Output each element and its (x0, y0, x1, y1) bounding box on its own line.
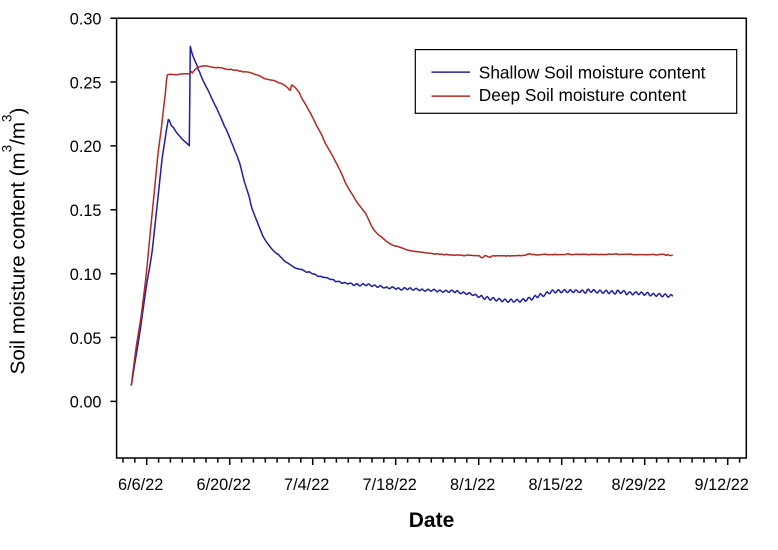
svg-text:Shallow Soil moisture content: Shallow Soil moisture content (479, 62, 706, 82)
svg-text:0.00: 0.00 (70, 394, 102, 412)
svg-text:8/15/22: 8/15/22 (529, 476, 583, 494)
svg-text:0.25: 0.25 (70, 74, 102, 92)
svg-text:8/1/22: 8/1/22 (450, 476, 495, 494)
svg-text:7/18/22: 7/18/22 (363, 476, 417, 494)
svg-text:8/29/22: 8/29/22 (612, 476, 666, 494)
svg-text:0.15: 0.15 (70, 202, 102, 220)
svg-text:Date: Date (409, 509, 455, 532)
svg-text:6/6/22: 6/6/22 (118, 476, 163, 494)
svg-text:0.05: 0.05 (70, 330, 102, 348)
svg-text:6/20/22: 6/20/22 (197, 476, 251, 494)
svg-text:Deep Soil moisture content: Deep Soil moisture content (479, 85, 687, 105)
svg-text:0.20: 0.20 (70, 138, 102, 156)
svg-text:0.30: 0.30 (70, 11, 102, 29)
svg-text:9/12/22: 9/12/22 (695, 476, 749, 494)
svg-text:0.10: 0.10 (70, 266, 102, 284)
svg-text:7/4/22: 7/4/22 (284, 476, 329, 494)
